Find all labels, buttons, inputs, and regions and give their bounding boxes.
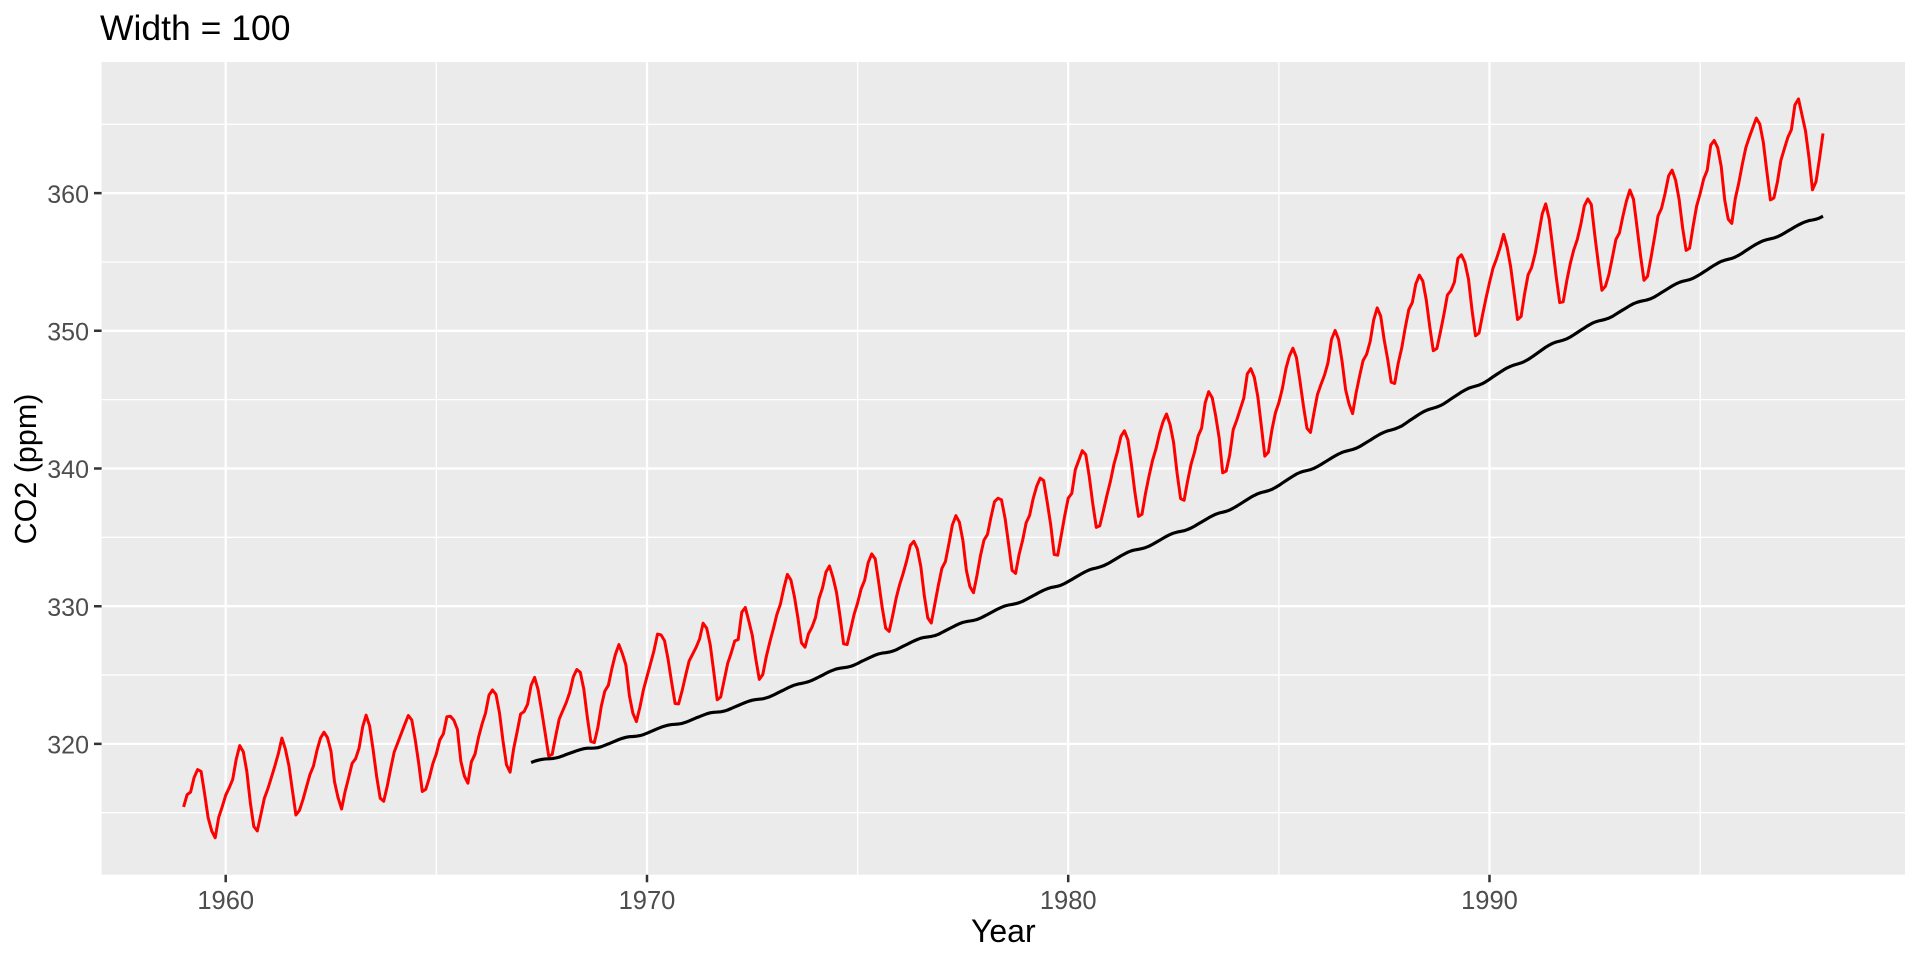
- svg-text:Year: Year: [971, 913, 1036, 949]
- svg-text:1960: 1960: [197, 887, 254, 915]
- svg-text:340: 340: [47, 456, 89, 484]
- svg-text:1980: 1980: [1040, 887, 1097, 915]
- svg-text:360: 360: [47, 181, 89, 209]
- svg-text:1990: 1990: [1461, 887, 1518, 915]
- svg-text:CO2 (ppm): CO2 (ppm): [9, 394, 43, 545]
- svg-text:350: 350: [47, 319, 89, 347]
- svg-text:320: 320: [47, 732, 89, 760]
- svg-text:1970: 1970: [619, 887, 676, 915]
- svg-text:Width = 100: Width = 100: [100, 8, 290, 48]
- svg-text:330: 330: [47, 594, 89, 622]
